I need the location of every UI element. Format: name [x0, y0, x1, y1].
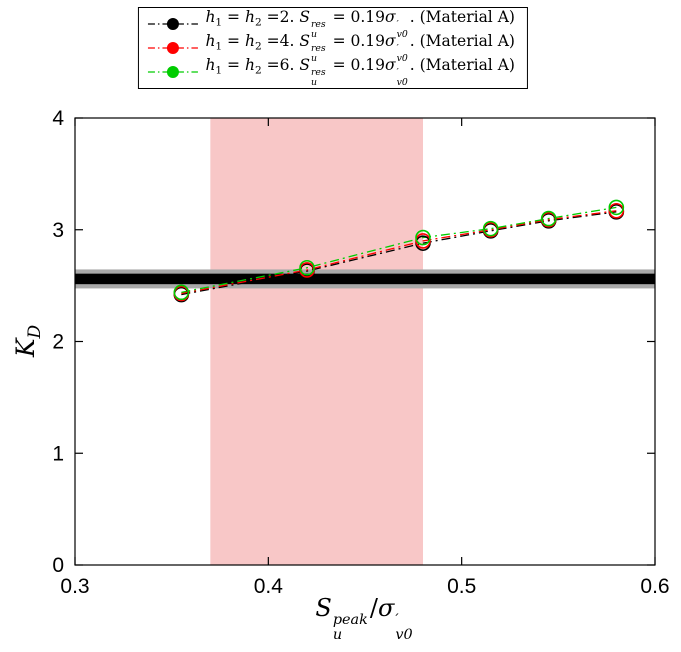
math-text: 2	[254, 16, 262, 29]
math-text: =	[261, 55, 280, 74]
math-text: .	[289, 7, 300, 26]
math-text: =	[222, 7, 245, 26]
math-supsub: ′ v0	[396, 66, 408, 88]
math-text: h	[244, 55, 255, 74]
math-text: K	[11, 338, 41, 358]
math-text: 1	[215, 40, 223, 53]
math-supsub: res u	[310, 42, 326, 64]
math-text: S	[299, 55, 310, 74]
math-text: 4	[279, 31, 290, 50]
math-supsub: res u	[310, 66, 326, 88]
math-supsub: res u	[310, 18, 326, 40]
math-text: 2	[254, 64, 262, 77]
math-text: S	[299, 7, 310, 26]
math-text: h	[205, 55, 216, 74]
math-text: 1	[215, 16, 223, 29]
math-text: h	[205, 7, 216, 26]
math-text: =	[222, 31, 245, 50]
series-line	[181, 210, 617, 295]
math-supsub: ′ v0	[396, 42, 408, 64]
y-tick-label: 3	[52, 219, 64, 242]
math-text: .	[289, 55, 300, 74]
math-text: σ	[385, 31, 396, 50]
legend-marker-icon	[166, 17, 179, 30]
y-axis-label: KD	[11, 325, 45, 357]
series-line	[181, 206, 617, 293]
math-text: σ	[385, 55, 396, 74]
math-text: h	[244, 7, 255, 26]
math-text: =	[261, 31, 280, 50]
math-text: 2	[279, 7, 290, 26]
data-point-marker	[173, 284, 190, 301]
y-tick-label: 1	[52, 442, 64, 465]
math-text: . (Material A)	[409, 7, 515, 26]
math-supsub: ′ v0	[396, 18, 408, 40]
x-tick-label: 0.6	[640, 575, 669, 598]
y-tick-label: 0	[52, 554, 64, 577]
math-supsub: ′ v0	[395, 611, 413, 644]
math-text: σ	[377, 594, 395, 622]
math-text: =	[222, 55, 245, 74]
data-point-marker	[608, 199, 625, 216]
math-text: σ	[385, 7, 396, 26]
math-text: .	[289, 31, 300, 50]
math-text: S	[299, 31, 310, 50]
math-text: 2	[254, 40, 262, 53]
math-text: S	[315, 594, 332, 622]
math-text: . (Material A)	[409, 55, 515, 74]
math-supsub: peak u	[332, 611, 368, 644]
data-point-marker	[299, 259, 315, 276]
math-text: = 0.19	[327, 31, 386, 50]
x-tick-label: 0.4	[254, 575, 284, 598]
math-text: . (Material A)	[409, 31, 515, 50]
data-point-marker	[415, 229, 431, 246]
math-text: h	[244, 31, 255, 50]
math-text: /	[369, 594, 378, 622]
data-point-marker	[540, 210, 557, 227]
legend-marker-icon	[166, 41, 179, 54]
shaded-su-range-band	[210, 118, 423, 565]
kd-reference-line	[75, 273, 655, 285]
math-text: 6	[279, 55, 290, 74]
legend-marker-icon	[166, 65, 179, 78]
x-tick-label: 0.5	[447, 575, 476, 598]
math-text: 1	[215, 64, 223, 77]
math-text: =	[261, 7, 280, 26]
series-line	[181, 211, 617, 296]
math-text: h	[205, 31, 216, 50]
math-text: = 0.19	[327, 7, 386, 26]
legend-line-sample	[147, 65, 198, 78]
legend-line-sample	[147, 17, 198, 30]
data-point-marker	[482, 220, 499, 237]
y-tick-label: 2	[52, 331, 64, 354]
legend-line-sample	[147, 41, 198, 54]
math-text: D	[24, 324, 45, 339]
math-text: = 0.19	[327, 55, 386, 74]
x-tick-label: 0.3	[60, 575, 89, 598]
y-tick-label: 4	[52, 107, 64, 130]
